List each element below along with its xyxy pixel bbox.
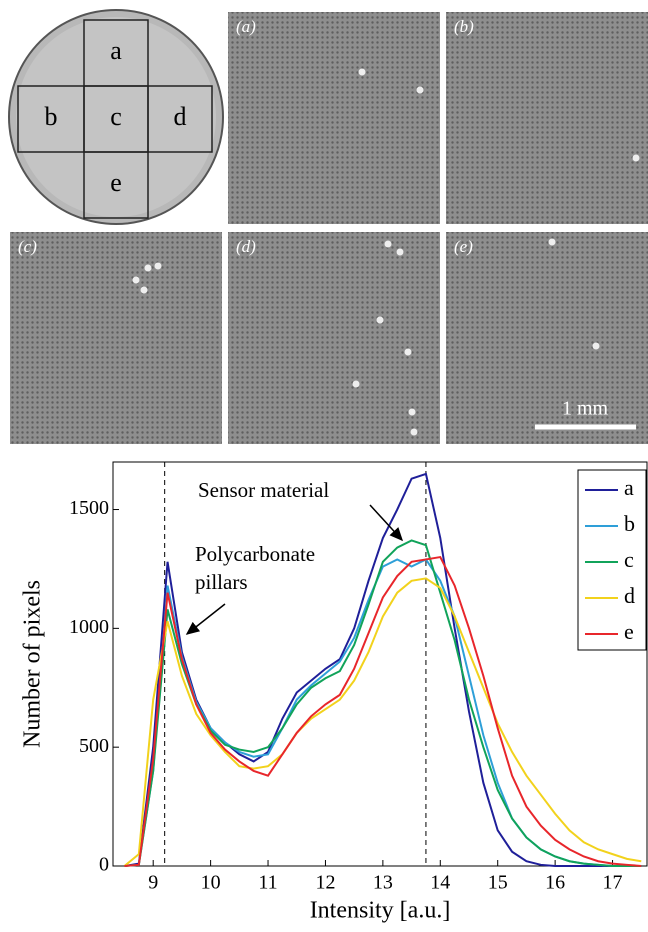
micrograph — [228, 12, 440, 224]
bright-spot — [409, 409, 416, 416]
legend-label: c — [624, 547, 634, 572]
image-label: (b) — [454, 17, 474, 36]
legend-label: e — [624, 619, 634, 644]
legend-box — [578, 470, 646, 650]
bright-spot — [417, 87, 424, 94]
disc-label: a — [110, 36, 122, 65]
x-axis-label: Intensity [a.u.] — [310, 898, 451, 924]
annotation: Sensor material — [198, 478, 329, 502]
x-tick-label: 10 — [201, 872, 221, 894]
x-tick-label: 15 — [488, 872, 508, 894]
bright-spot — [133, 277, 140, 284]
plot-frame — [113, 462, 647, 866]
y-tick-label: 1500 — [69, 497, 109, 519]
y-tick-label: 500 — [79, 735, 109, 757]
image-label: (d) — [236, 237, 256, 256]
bright-spot — [397, 249, 404, 256]
image-label: (e) — [454, 237, 473, 256]
series-line — [124, 559, 641, 866]
micrograph — [10, 232, 222, 444]
x-tick-label: 16 — [545, 872, 565, 894]
legend-label: b — [624, 511, 635, 536]
x-tick-label: 13 — [373, 872, 393, 894]
disc-label: c — [110, 102, 122, 131]
annotation: Polycarbonate — [195, 542, 315, 566]
figure: abcde (a)(b)(c)(d)(e)1 mm 91011121314151… — [0, 0, 648, 932]
micrograph — [446, 232, 648, 444]
bright-spot — [633, 155, 640, 162]
x-tick-label: 12 — [315, 872, 335, 894]
bright-spot — [549, 239, 556, 246]
bright-spot — [593, 343, 600, 350]
x-tick-label: 17 — [603, 872, 623, 894]
bright-spot — [353, 381, 360, 388]
micrograph — [446, 12, 648, 224]
series-line — [124, 474, 641, 866]
scale-bar-label: 1 mm — [562, 398, 609, 420]
image-label: (a) — [236, 17, 256, 36]
bright-spot — [141, 287, 148, 294]
x-tick-label: 9 — [148, 872, 158, 894]
disc-label: d — [174, 102, 187, 131]
bright-spot — [405, 349, 412, 356]
annotation: pillars — [195, 570, 248, 594]
y-tick-label: 1000 — [69, 616, 109, 638]
bright-spot — [145, 265, 152, 272]
histogram-chart: 9 10 11 12 13 14 15 16 17 0 500 1000 1500 Intensity [… — [20, 462, 648, 924]
x-tick-label: 11 — [258, 872, 277, 894]
disc-label: b — [45, 102, 58, 131]
disc: a b c d e — [9, 10, 223, 224]
y-axis-label: Number of pixels — [20, 580, 46, 748]
bright-spot — [359, 69, 366, 76]
bright-spot — [385, 241, 392, 248]
x-tick-label: 14 — [430, 872, 450, 894]
y-tick-label: 0 — [99, 854, 109, 876]
disc-label: e — [110, 168, 122, 197]
legend-label: a — [624, 475, 634, 500]
image-label: (c) — [18, 237, 37, 256]
micrograph — [228, 232, 440, 444]
bright-spot — [377, 317, 384, 324]
bright-spot — [155, 263, 162, 270]
legend-label: d — [624, 583, 635, 608]
bright-spot — [411, 429, 418, 436]
arrow — [187, 604, 225, 634]
